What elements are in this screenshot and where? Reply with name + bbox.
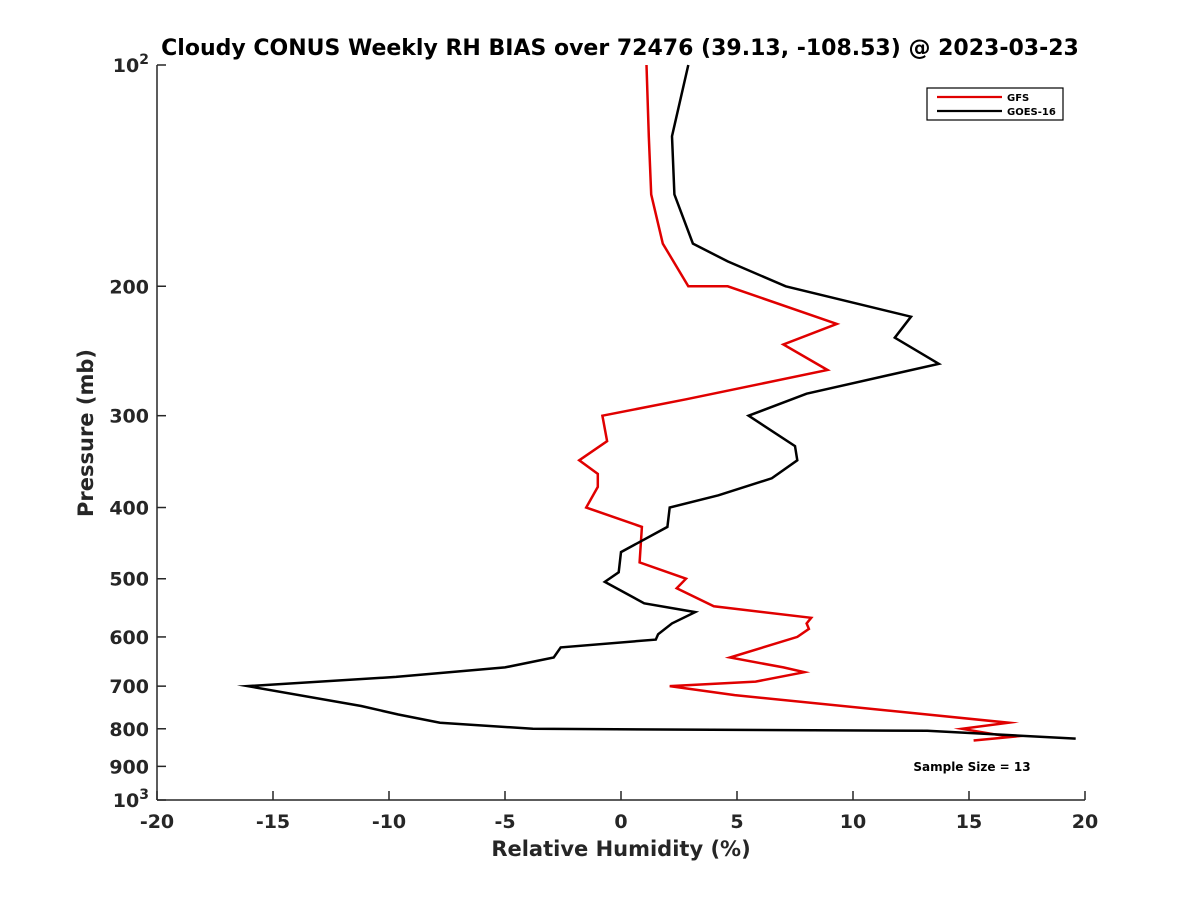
y-tick-label: 103 [113,787,149,812]
x-tick-label: 0 [614,811,627,833]
x-tick-label: 10 [840,811,866,833]
sample-size-annotation: Sample Size = 13 [913,760,1030,774]
legend: GFS GOES-16 [926,87,1064,121]
x-tick-label: 15 [956,811,982,833]
y-tick-label: 600 [109,627,149,649]
x-tick-label: 5 [730,811,743,833]
series-line-gfs [577,64,1025,742]
series-line-goes-16 [236,64,1076,740]
y-tick-label: 300 [109,406,149,428]
y-tick-label: 102 [113,52,149,77]
series-lines [236,64,1076,742]
chart-title: Cloudy CONUS Weekly RH BIAS over 72476 (… [161,36,1079,61]
legend-label-goes16: GOES-16 [1007,107,1056,118]
x-axis-label: Relative Humidity (%) [491,837,750,861]
x-tick-label: -5 [494,811,515,833]
x-tick-label: 20 [1072,811,1098,833]
legend-label-gfs: GFS [1007,93,1029,104]
y-tick-label: 700 [109,676,149,698]
y-axis-label: Pressure (mb) [74,349,98,517]
y-tick-label: 800 [109,719,149,741]
x-tick-label: -10 [372,811,406,833]
axes: -20 -15 -10 -5 0 5 10 15 20 102 200 300 400 500 600 700… [109,52,1098,833]
x-tick-label: -20 [140,811,174,833]
y-tick-label: 400 [109,498,149,520]
x-tick-label: -15 [256,811,290,833]
legend-box [926,87,1064,121]
y-tick-label: 200 [109,276,149,298]
y-tick-label: 900 [109,756,149,778]
y-tick-label: 500 [109,569,149,591]
